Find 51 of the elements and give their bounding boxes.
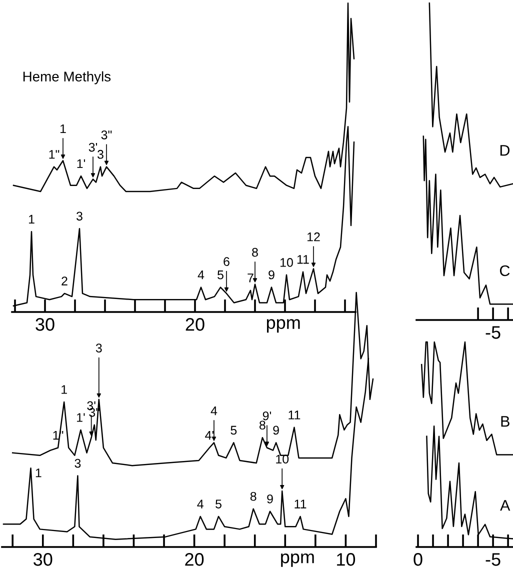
annotation: 1"	[49, 150, 60, 159]
annotation: 1	[28, 214, 34, 224]
annotation: 11	[297, 255, 309, 264]
x-tick-label: 30	[36, 318, 54, 331]
annotation: 9	[273, 426, 279, 435]
annotation: 3	[76, 212, 82, 221]
annotation: 3"	[101, 130, 112, 140]
annotation: 9'	[262, 411, 272, 420]
annotation: 3'	[88, 142, 98, 152]
annotation: 9	[268, 270, 274, 280]
annotation: 3'	[87, 401, 96, 410]
annotation: 4	[210, 406, 218, 416]
annotation: 1'	[77, 413, 85, 422]
annotation: 11	[288, 410, 300, 420]
annotation: 1	[62, 385, 67, 394]
text: -5	[486, 326, 500, 339]
annotation: 10	[280, 258, 293, 267]
annotation: 5	[218, 270, 224, 280]
annotation: 4'	[205, 431, 214, 440]
annotation: 12	[308, 232, 320, 242]
annotation: 2	[62, 276, 68, 286]
annotation: 8	[250, 492, 256, 501]
annotation: 1	[36, 468, 42, 478]
annotation: 6	[224, 257, 230, 266]
x-tick-label: 20	[186, 318, 204, 331]
series-label: D	[500, 145, 510, 156]
annotation: 8	[252, 248, 258, 257]
x-tick-label: 20	[185, 553, 204, 566]
annotation: 1'	[77, 159, 86, 168]
annotation: 3	[74, 458, 81, 468]
x-tick-label: 30	[34, 553, 52, 566]
annotation: 3	[96, 344, 102, 352]
annotation: 9	[267, 494, 273, 504]
series-label: A	[500, 500, 510, 511]
annotation: 5	[230, 426, 237, 435]
annotation: 11	[294, 500, 306, 508]
annotation: 7	[248, 274, 254, 282]
x-tick-label: -5	[486, 553, 500, 566]
annotation: 1	[60, 124, 66, 134]
annotation: Heme Methyls	[23, 71, 111, 84]
x-tick-label: 0	[414, 553, 422, 566]
series-label: B	[501, 416, 510, 427]
x-axis-title: ppm	[266, 319, 300, 333]
series-label: C	[500, 265, 510, 276]
annotation: 8	[260, 420, 266, 430]
x-tick-label: 10	[337, 553, 356, 566]
annotation: 5	[216, 500, 222, 508]
x-axis-title: ppm	[281, 553, 314, 567]
annotation: 4	[198, 270, 204, 280]
annotation: 4	[197, 500, 204, 508]
annotation: 3	[98, 150, 104, 159]
